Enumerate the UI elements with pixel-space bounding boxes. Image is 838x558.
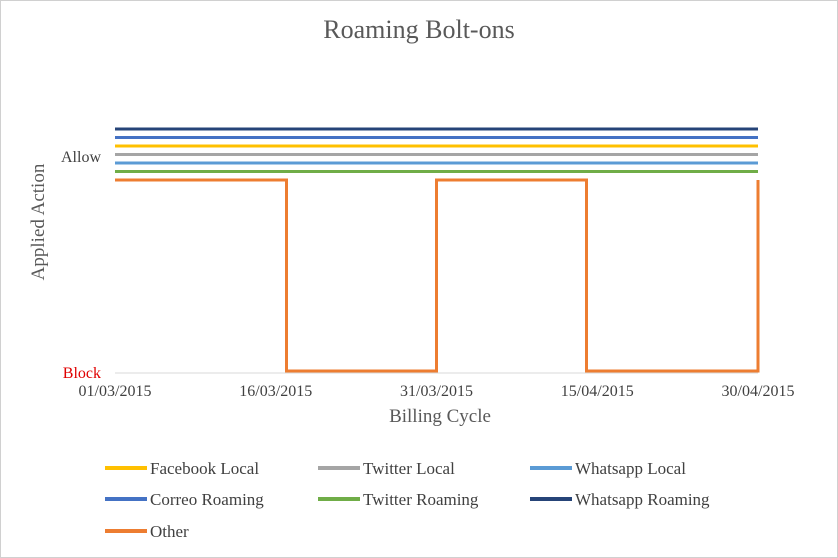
legend-item: Twitter Local [318, 459, 455, 478]
plot-area [115, 127, 760, 373]
x-tick-labels: 01/03/2015 16/03/2015 31/03/2015 15/04/2015… [79, 383, 795, 400]
series-line-other [115, 178, 760, 373]
y-tick-labels: Allow Block [61, 149, 101, 382]
x-tick-label: 30/04/2015 [722, 383, 795, 400]
legend-label: Other [150, 522, 189, 541]
legend-label: Whatsapp Roaming [575, 490, 710, 509]
x-axis-title: Billing Cycle [389, 406, 491, 427]
x-tick-label: 31/03/2015 [400, 383, 473, 400]
y-axis-title: Applied Action [28, 163, 49, 280]
x-tick-label: 15/04/2015 [561, 383, 634, 400]
legend-item: Facebook Local [105, 459, 259, 478]
x-tick-label: 16/03/2015 [239, 383, 312, 400]
legend-label: Facebook Local [150, 459, 259, 478]
y-tick-label: Block [63, 365, 101, 382]
legend-item: Correo Roaming [105, 490, 264, 509]
legend-item: Other [105, 522, 189, 541]
legend-label: Twitter Roaming [363, 490, 479, 509]
legend-label: Twitter Local [363, 459, 455, 478]
legend: Facebook Local Twitter Local Whatsapp Loca… [105, 459, 710, 541]
legend-item: Twitter Roaming [318, 490, 479, 509]
legend-label: Correo Roaming [150, 490, 264, 509]
x-tick-label: 01/03/2015 [79, 383, 152, 400]
legend-label: Whatsapp Local [575, 459, 686, 478]
legend-item: Whatsapp Local [530, 459, 686, 478]
y-tick-label: Allow [61, 149, 101, 166]
chart-title: Roaming Bolt-ons [323, 15, 514, 44]
legend-item: Whatsapp Roaming [530, 490, 710, 509]
